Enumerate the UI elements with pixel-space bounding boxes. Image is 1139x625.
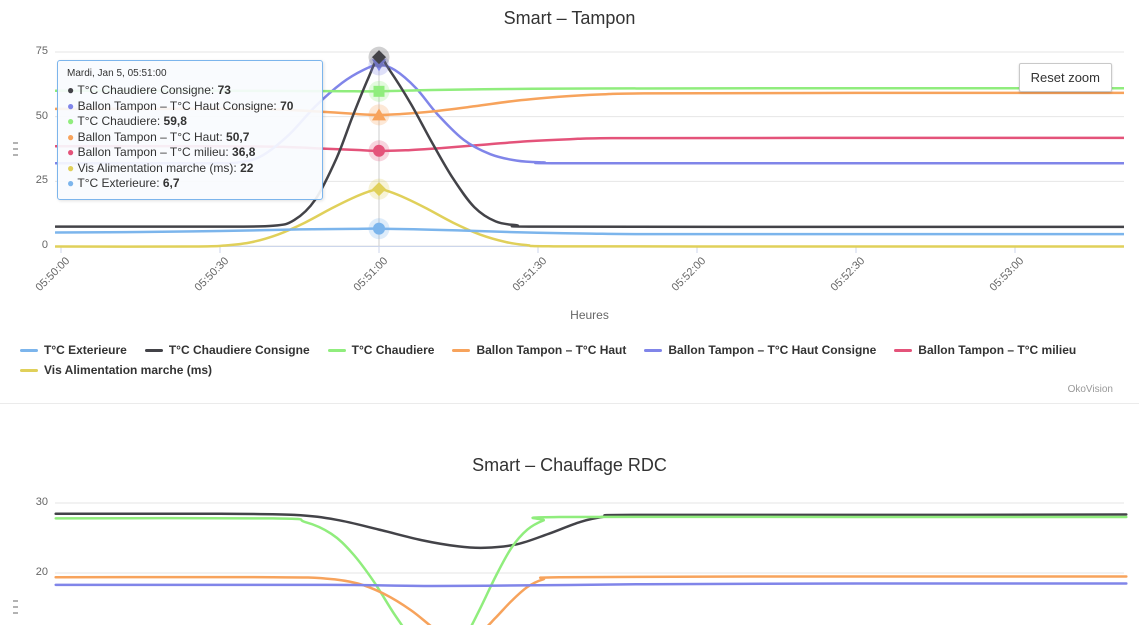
chart-smart-chauffage-rdc: Smart – Chauffage RDC 30 20 bbox=[0, 440, 1139, 625]
legend-swatch-icon bbox=[894, 348, 913, 352]
gridlines bbox=[55, 502, 1124, 574]
drag-handle-icon[interactable] bbox=[13, 600, 18, 614]
series-line[interactable] bbox=[55, 227, 1127, 236]
series-line[interactable] bbox=[54, 582, 1128, 588]
legend-swatch-icon bbox=[327, 348, 346, 352]
series-line[interactable] bbox=[55, 86, 1127, 93]
legend-swatch-icon bbox=[644, 348, 663, 352]
chauffage-plot-area[interactable] bbox=[0, 490, 1139, 625]
legend-item[interactable]: T°C Chaudiere bbox=[327, 343, 435, 357]
legend-label: T°C Chaudiere Consigne bbox=[168, 343, 310, 357]
legend-label: T°C Exterieure bbox=[44, 343, 127, 357]
legend-label: Vis Alimentation marche (ms) bbox=[44, 363, 213, 377]
series-line[interactable] bbox=[54, 512, 1128, 550]
series-marker-square[interactable] bbox=[373, 85, 385, 97]
legend: T°C Exterieure T°C Chaudiere Consigne T°C … bbox=[20, 343, 1113, 377]
legend-item[interactable]: Ballon Tampon – T°C milieu bbox=[894, 343, 1076, 357]
reset-zoom-button[interactable]: Reset zoom bbox=[1018, 63, 1112, 92]
series-marker-diamond[interactable] bbox=[372, 182, 386, 197]
chart-smart-tampon: Smart – Tampon 75 50 25 0 05:50:00 05:50:30 0… bbox=[0, 0, 1139, 395]
series-line[interactable] bbox=[55, 91, 1127, 117]
legend-swatch-icon bbox=[20, 368, 38, 372]
legend-label: Ballon Tampon – T°C Haut bbox=[476, 343, 627, 357]
legend-item[interactable]: Ballon Tampon – T°C Haut Consigne bbox=[644, 343, 876, 357]
legend-label: Ballon Tampon – T°C milieu bbox=[918, 343, 1077, 357]
legend-item[interactable]: T°C Exterieure bbox=[20, 343, 127, 357]
series-marker-circle[interactable] bbox=[373, 144, 385, 157]
series-marker-diamond[interactable] bbox=[372, 50, 386, 65]
legend-swatch-icon bbox=[20, 348, 38, 352]
tampon-plot-area[interactable] bbox=[0, 0, 1139, 340]
series-lines bbox=[54, 512, 1128, 625]
series-line[interactable] bbox=[55, 136, 1127, 153]
legend-label: Ballon Tampon – T°C Haut Consigne bbox=[668, 343, 877, 357]
chart-title: Smart – Chauffage RDC bbox=[472, 455, 667, 475]
x-axis-title: Heures bbox=[570, 308, 609, 322]
chart-title: Smart – Tampon bbox=[503, 8, 636, 28]
series-line[interactable] bbox=[55, 63, 1127, 165]
series-line[interactable] bbox=[54, 515, 1128, 625]
drag-handle-icon[interactable] bbox=[13, 142, 18, 156]
series-marker-triangle[interactable] bbox=[372, 108, 386, 121]
series-lines bbox=[55, 55, 1127, 248]
series-marker-circle[interactable] bbox=[373, 222, 385, 235]
gridlines bbox=[55, 51, 1124, 253]
legend-item[interactable]: T°C Chaudiere Consigne bbox=[144, 343, 310, 357]
series-line[interactable] bbox=[55, 55, 1127, 229]
legend-item[interactable]: Vis Alimentation marche (ms) bbox=[20, 363, 212, 377]
credits-link[interactable]: OkoVision bbox=[1067, 384, 1113, 395]
series-line[interactable] bbox=[54, 575, 1128, 625]
cursor-markers bbox=[368, 46, 390, 240]
chart-divider bbox=[0, 403, 1139, 404]
legend-swatch-icon bbox=[452, 348, 471, 352]
legend-label: T°C Chaudiere bbox=[351, 343, 435, 357]
legend-swatch-icon bbox=[144, 348, 163, 352]
series-line[interactable] bbox=[55, 187, 1127, 248]
legend-item[interactable]: Ballon Tampon – T°C Haut bbox=[452, 343, 626, 357]
series-marker-triangle-down[interactable] bbox=[372, 59, 386, 72]
